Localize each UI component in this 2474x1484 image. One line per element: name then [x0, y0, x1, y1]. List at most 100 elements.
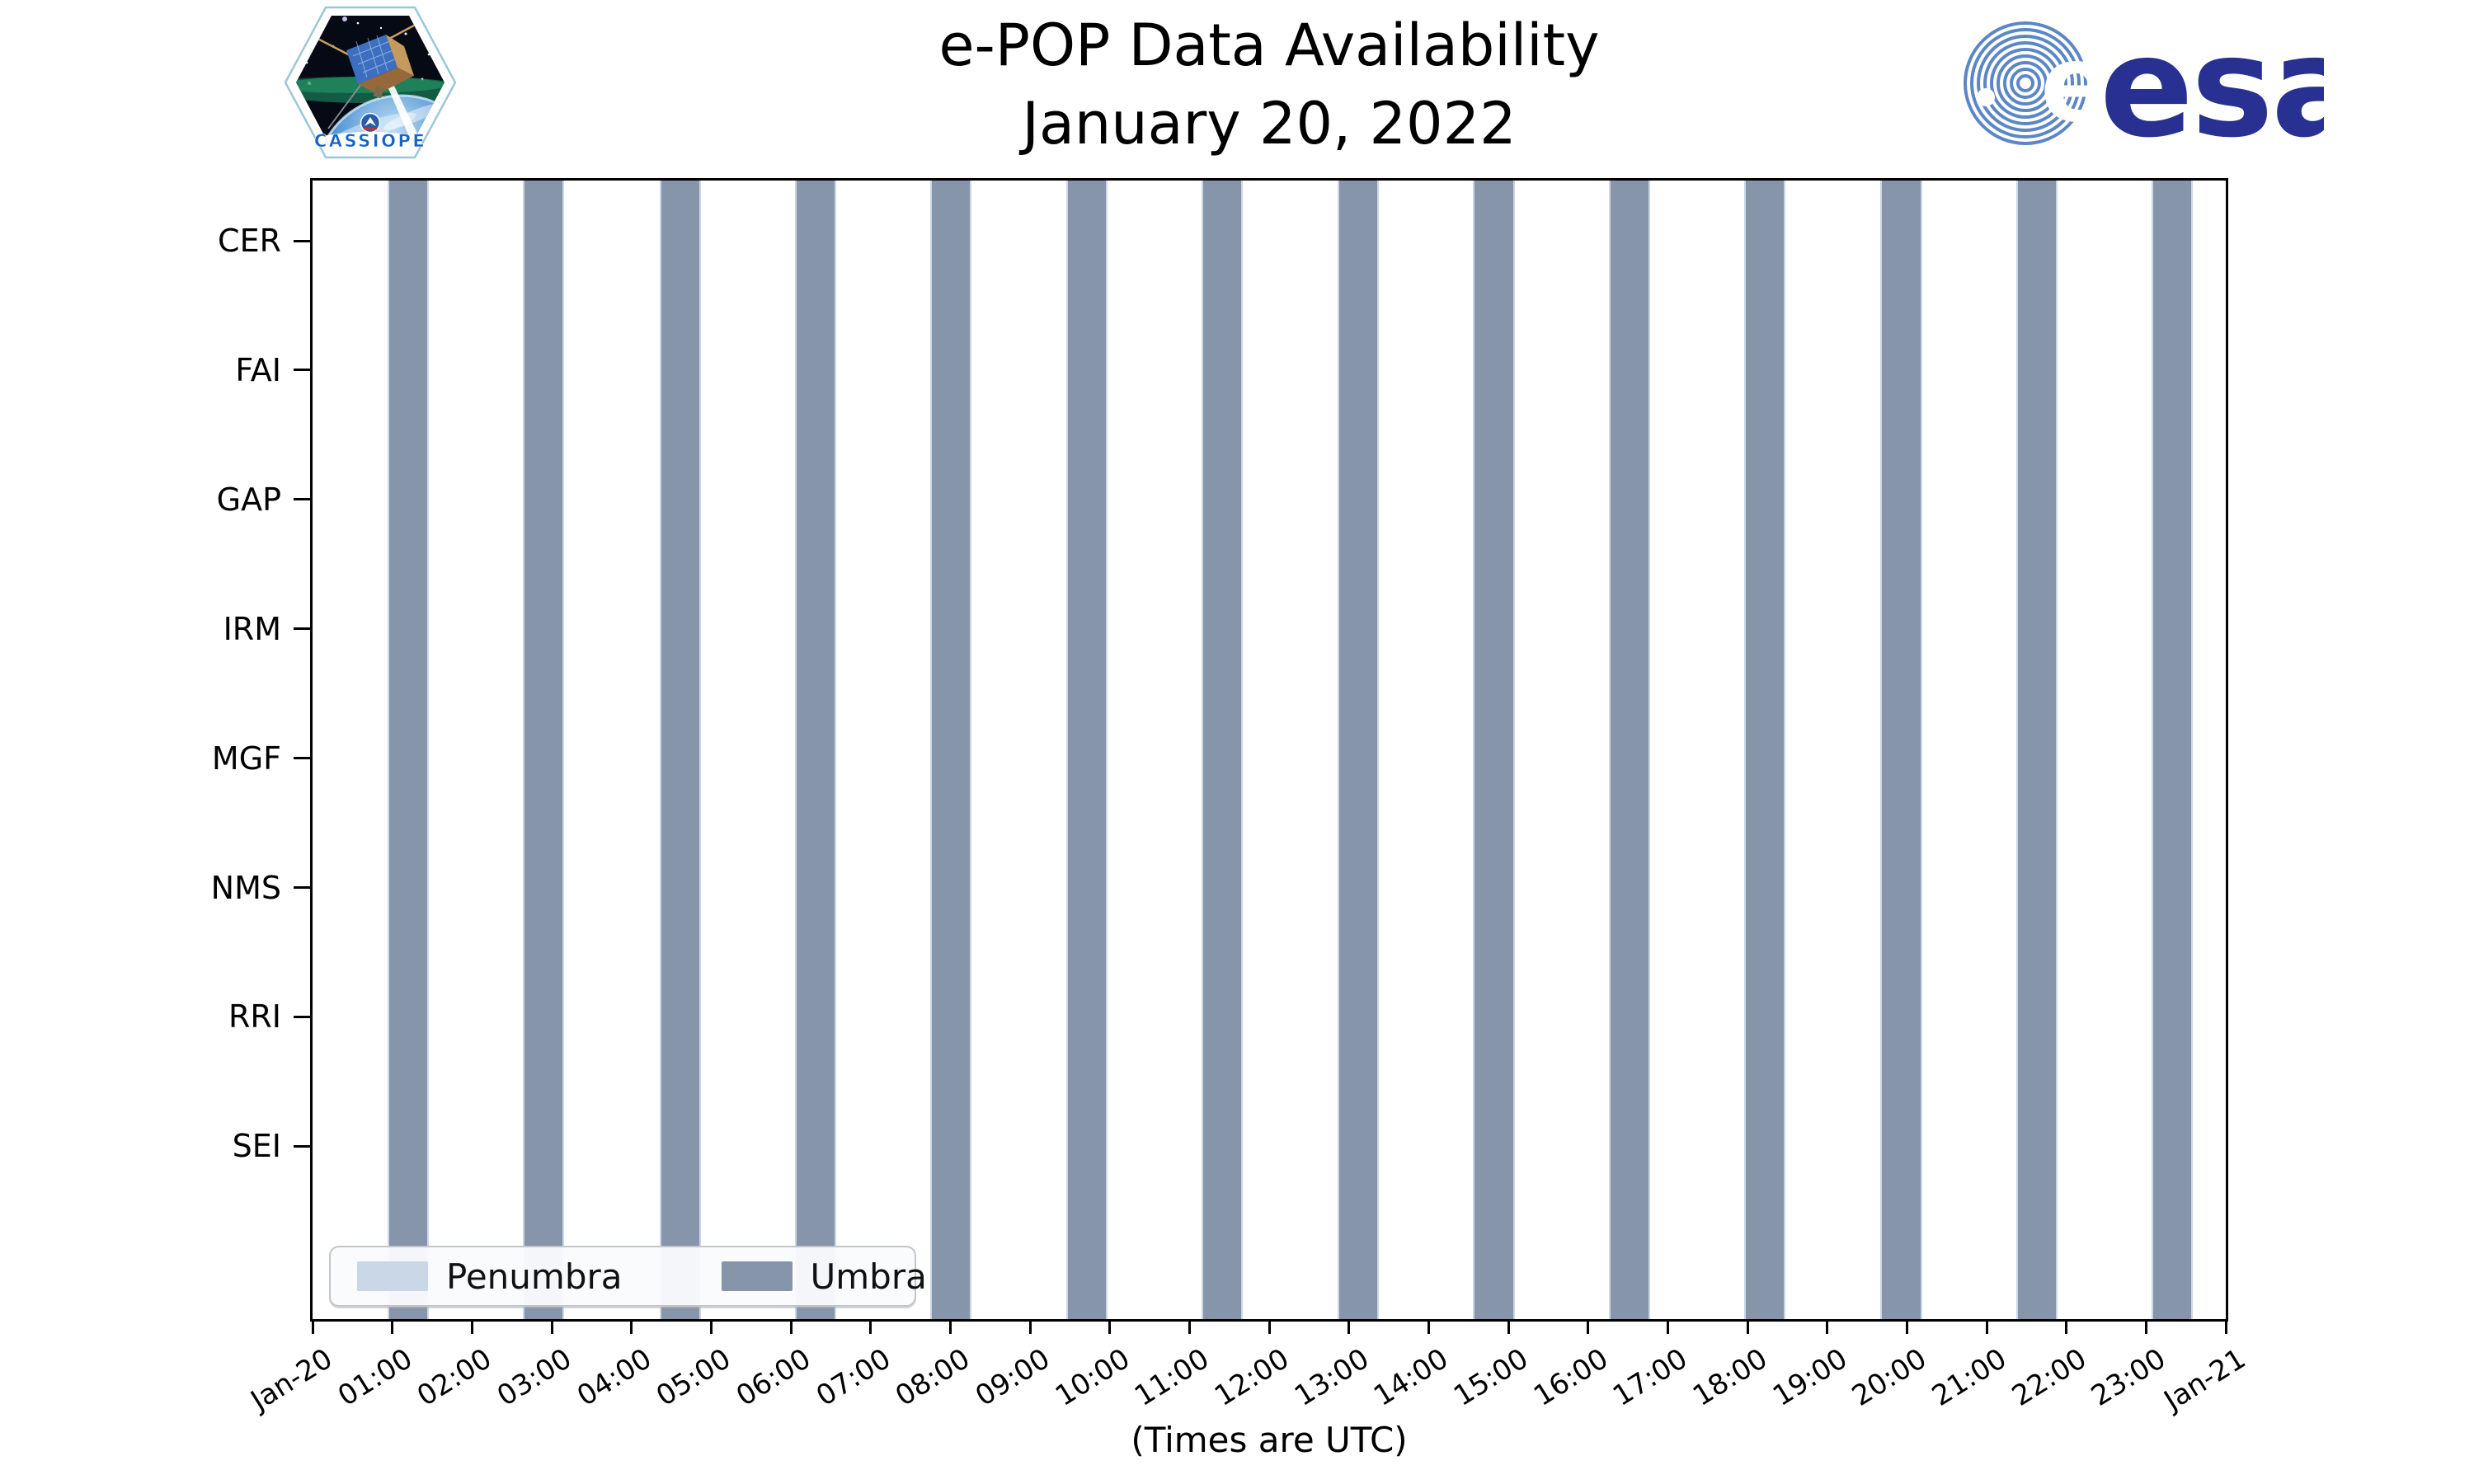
- umbra-bar: [2152, 181, 2194, 1319]
- x-axis-label-15:00: 15:00: [1447, 1342, 1535, 1413]
- legend: Penumbra Umbra: [329, 1246, 927, 1307]
- x-axis-label-20:00: 20:00: [1846, 1342, 1933, 1413]
- x-axis-tick: [470, 1319, 473, 1334]
- umbra-bar: [387, 181, 430, 1319]
- umbra-bar: [659, 181, 701, 1319]
- esa-logo: e esa: [1964, 12, 2324, 158]
- csa-roundel: [360, 112, 381, 134]
- legend-swatch-penumbra: [357, 1261, 428, 1291]
- y-axis-label-cer: CER: [218, 223, 281, 259]
- x-axis-label-16:00: 16:00: [1527, 1342, 1614, 1413]
- x-axis-tick: [1507, 1319, 1510, 1334]
- y-axis-label-nms: NMS: [210, 869, 281, 906]
- legend-item-penumbra: Penumbra: [357, 1256, 623, 1297]
- x-axis-tick: [630, 1319, 633, 1334]
- esa-wordmark: esa: [2100, 12, 2324, 158]
- x-axis-tick: [1108, 1319, 1112, 1334]
- umbra-bar: [1065, 181, 1108, 1319]
- y-axis-tick: [294, 757, 310, 760]
- umbra-bar: [794, 181, 837, 1319]
- y-axis-tick: [294, 369, 310, 372]
- x-axis-label-17:00: 17:00: [1607, 1342, 1694, 1413]
- legend-item-umbra: Umbra: [721, 1256, 927, 1297]
- patch-satellite: [300, 16, 438, 129]
- x-axis-tick: [1905, 1319, 1908, 1334]
- y-axis-tick: [294, 627, 310, 631]
- x-axis-label-02:00: 02:00: [412, 1342, 498, 1413]
- svg-text:e: e: [2040, 23, 2112, 146]
- x-axis-label-05:00: 05:00: [651, 1342, 737, 1413]
- umbra-bar: [2015, 181, 2058, 1319]
- x-axis-label-22:00: 22:00: [2006, 1342, 2092, 1413]
- x-axis-tick: [1028, 1319, 1032, 1334]
- patch-star: [342, 16, 347, 21]
- x-axis-tick: [1268, 1319, 1271, 1334]
- cassiope-mission-patch-logo: CASSIOPE: [284, 6, 457, 159]
- x-axis-tick: [869, 1319, 872, 1334]
- legend-swatch-umbra: [721, 1261, 793, 1291]
- x-axis-title: (Times are UTC): [1131, 1420, 1408, 1460]
- y-axis-label-gap: GAP: [216, 481, 281, 518]
- x-axis-label-jan-21: Jan-21: [2158, 1342, 2252, 1418]
- y-axis-tick: [294, 1015, 310, 1018]
- x-axis-label-jan-20: Jan-20: [245, 1342, 339, 1418]
- esa-globe-icon: e: [1964, 21, 2112, 146]
- x-axis-label-07:00: 07:00: [810, 1342, 896, 1413]
- umbra-bar: [1201, 181, 1244, 1319]
- x-axis-label-11:00: 11:00: [1129, 1342, 1216, 1413]
- x-axis-tick: [709, 1319, 713, 1334]
- umbra-bar: [523, 181, 565, 1319]
- x-axis-label-10:00: 10:00: [1049, 1342, 1136, 1413]
- x-axis-tick: [1587, 1319, 1590, 1334]
- cassiope-wordmark: CASSIOPE: [314, 131, 426, 151]
- x-axis-tick: [1348, 1319, 1351, 1334]
- x-axis-label-19:00: 19:00: [1766, 1342, 1853, 1413]
- x-axis-label-14:00: 14:00: [1368, 1342, 1455, 1413]
- chart-subtitle: January 20, 2022: [1022, 90, 1517, 158]
- y-axis-tick: [294, 886, 310, 889]
- x-axis-label-09:00: 09:00: [969, 1342, 1056, 1413]
- x-axis-tick: [1746, 1319, 1749, 1334]
- x-axis-tick: [789, 1319, 793, 1334]
- umbra-bar: [1608, 181, 1651, 1319]
- x-axis-tick: [948, 1319, 952, 1334]
- y-axis-label-rri: RRI: [228, 998, 281, 1036]
- x-axis-label-18:00: 18:00: [1686, 1342, 1774, 1413]
- x-axis-label-13:00: 13:00: [1288, 1342, 1375, 1413]
- x-axis-label-04:00: 04:00: [571, 1342, 657, 1413]
- legend-label-penumbra: Penumbra: [446, 1256, 623, 1297]
- x-axis-tick: [2224, 1319, 2227, 1334]
- x-axis-tick: [1985, 1319, 1988, 1334]
- x-axis-label-06:00: 06:00: [730, 1342, 817, 1413]
- x-axis-tick: [311, 1319, 314, 1334]
- x-axis-label-21:00: 21:00: [1926, 1342, 2013, 1413]
- x-axis-tick: [391, 1319, 394, 1334]
- x-axis-label-03:00: 03:00: [491, 1342, 578, 1413]
- x-axis-tick: [1188, 1319, 1191, 1334]
- chart-title-block: e-POP Data Availability January 20, 2022: [310, 7, 2228, 163]
- y-axis-label-mgf: MGF: [211, 740, 281, 777]
- plot-area: CER FAI GAP IRM MGF NMS RRI SEI Jan-20 01:00 02:0…: [211, 178, 2251, 1417]
- x-axis-label-08:00: 08:00: [890, 1342, 976, 1413]
- x-axis-tick: [550, 1319, 553, 1334]
- x-axis-label-01:00: 01:00: [332, 1342, 418, 1413]
- x-axis-tick: [1427, 1319, 1430, 1334]
- y-axis-tick: [294, 239, 310, 242]
- x-axis-tick: [1666, 1319, 1669, 1334]
- y-axis-tick: [294, 1144, 310, 1148]
- y-axis-label-irm: IRM: [223, 610, 281, 647]
- umbra-bar: [1338, 181, 1380, 1319]
- x-axis-tick: [2065, 1319, 2068, 1334]
- x-axis-label-12:00: 12:00: [1208, 1342, 1296, 1413]
- y-axis-tick: [294, 498, 310, 501]
- legend-label-umbra: Umbra: [810, 1256, 927, 1297]
- umbra-bar: [930, 181, 972, 1319]
- chart-title: e-POP Data Availability: [938, 12, 1600, 79]
- patch-beam: [384, 77, 419, 140]
- umbra-bar: [1744, 181, 1786, 1319]
- x-axis-tick: [2144, 1319, 2147, 1334]
- y-axis-label-fai: FAI: [235, 351, 281, 388]
- x-axis-tick: [1826, 1319, 1829, 1334]
- umbra-bar: [1880, 181, 1922, 1319]
